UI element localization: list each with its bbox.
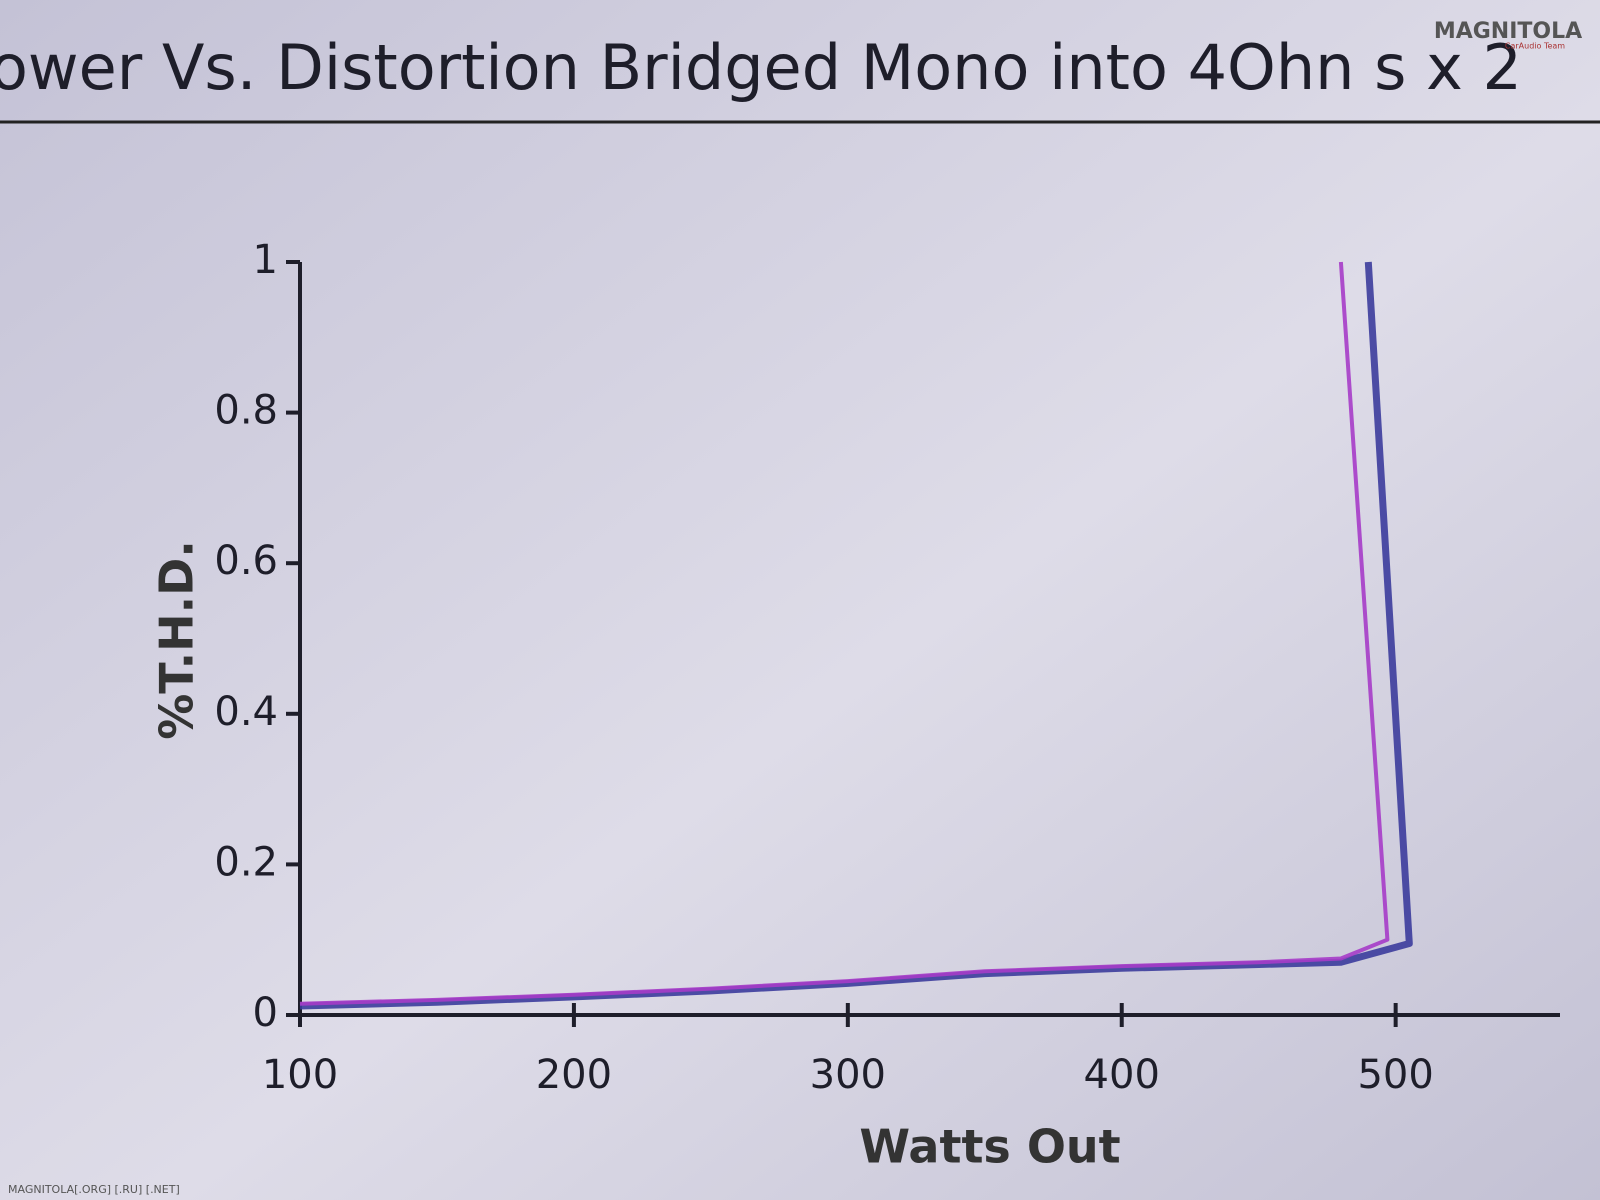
x-tick-label: 500 [1357,1052,1433,1098]
y-axis-title: %T.H.D. [150,540,204,740]
watermark-sub: CarAudio Team [1505,42,1565,51]
series-line [299,261,1390,1006]
y-tick-label: 0.2 [214,839,278,885]
series-line [299,261,1413,1010]
y-tick-label: 0.8 [214,388,278,434]
x-tick-label: 200 [536,1052,612,1098]
y-tick-label: 0 [253,990,278,1036]
chart-title: ower Vs. Distortion Bridged Mono into 4O… [0,31,1522,104]
watermark-footer: MAGNITOLA[.ORG] [.RU] [.NET] [8,1183,180,1196]
x-tick-label: 100 [262,1052,338,1098]
x-axis-title: Watts Out [859,1120,1120,1174]
x-tick-label: 300 [810,1052,886,1098]
y-tick-label: 1 [253,237,278,283]
y-tick-label: 0.6 [214,538,278,584]
watermark-logo: MAGNITOLA [1434,19,1582,44]
x-tick-label: 400 [1084,1052,1160,1098]
y-tick-label: 0.4 [214,689,278,735]
